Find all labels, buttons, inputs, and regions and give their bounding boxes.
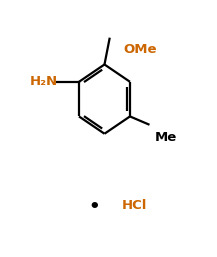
Text: •: • — [89, 198, 100, 216]
Text: H₂N: H₂N — [30, 75, 58, 88]
Text: Me: Me — [155, 131, 177, 144]
Text: HCl: HCl — [121, 199, 147, 213]
Text: OMe: OMe — [123, 43, 156, 56]
